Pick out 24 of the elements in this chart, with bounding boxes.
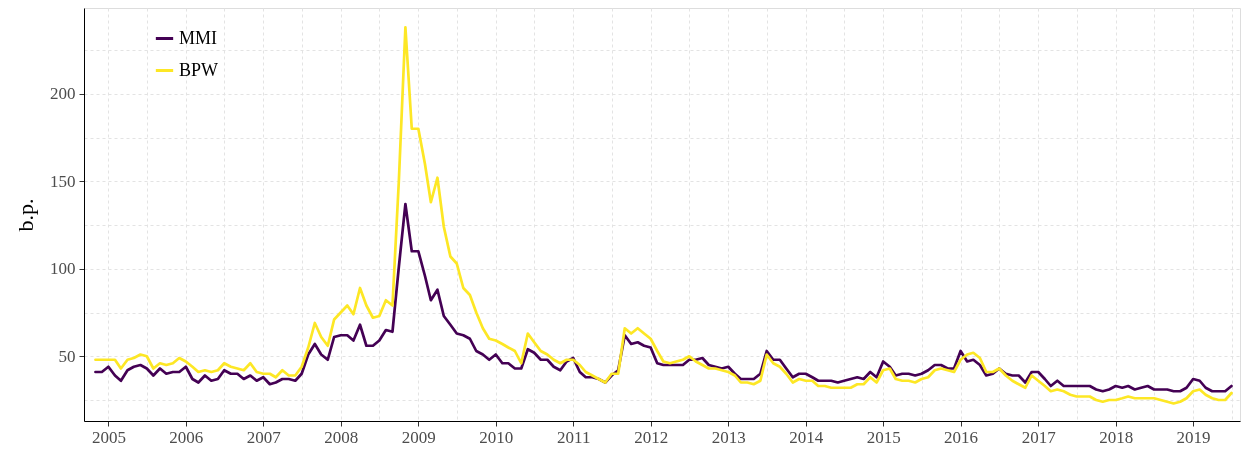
x-tick-label: 2019 (1176, 427, 1211, 447)
x-tick-label: 2011 (557, 427, 591, 447)
x-tick-label: 2014 (789, 427, 824, 447)
x-tick-label: 2016 (944, 427, 979, 447)
line-series (94, 202, 1233, 393)
y-tick-label: 100 (50, 259, 76, 279)
x-tick-label: 2005 (91, 427, 126, 447)
y-tick-label: 150 (50, 171, 76, 191)
x-tick-label: 2015 (866, 427, 901, 447)
y-axis-title: b.p. (13, 198, 38, 232)
y-tick-label: 50 (58, 346, 76, 366)
x-tick-label: 2012 (634, 427, 669, 447)
x-tick-label: 2013 (711, 427, 746, 447)
legend-label: MMI (179, 27, 218, 48)
legend-label: BPW (179, 59, 219, 80)
x-tick-label: 2008 (324, 427, 359, 447)
x-tick-label: 2017 (1021, 427, 1057, 447)
x-tick-label: 2010 (479, 427, 514, 447)
x-tick-label: 2007 (246, 427, 282, 447)
line-series (94, 25, 1233, 405)
y-tick-label: 200 (50, 84, 76, 104)
x-tick-label: 2006 (169, 427, 204, 447)
x-tick-label: 2018 (1099, 427, 1134, 447)
x-tick-label: 2009 (401, 427, 436, 447)
